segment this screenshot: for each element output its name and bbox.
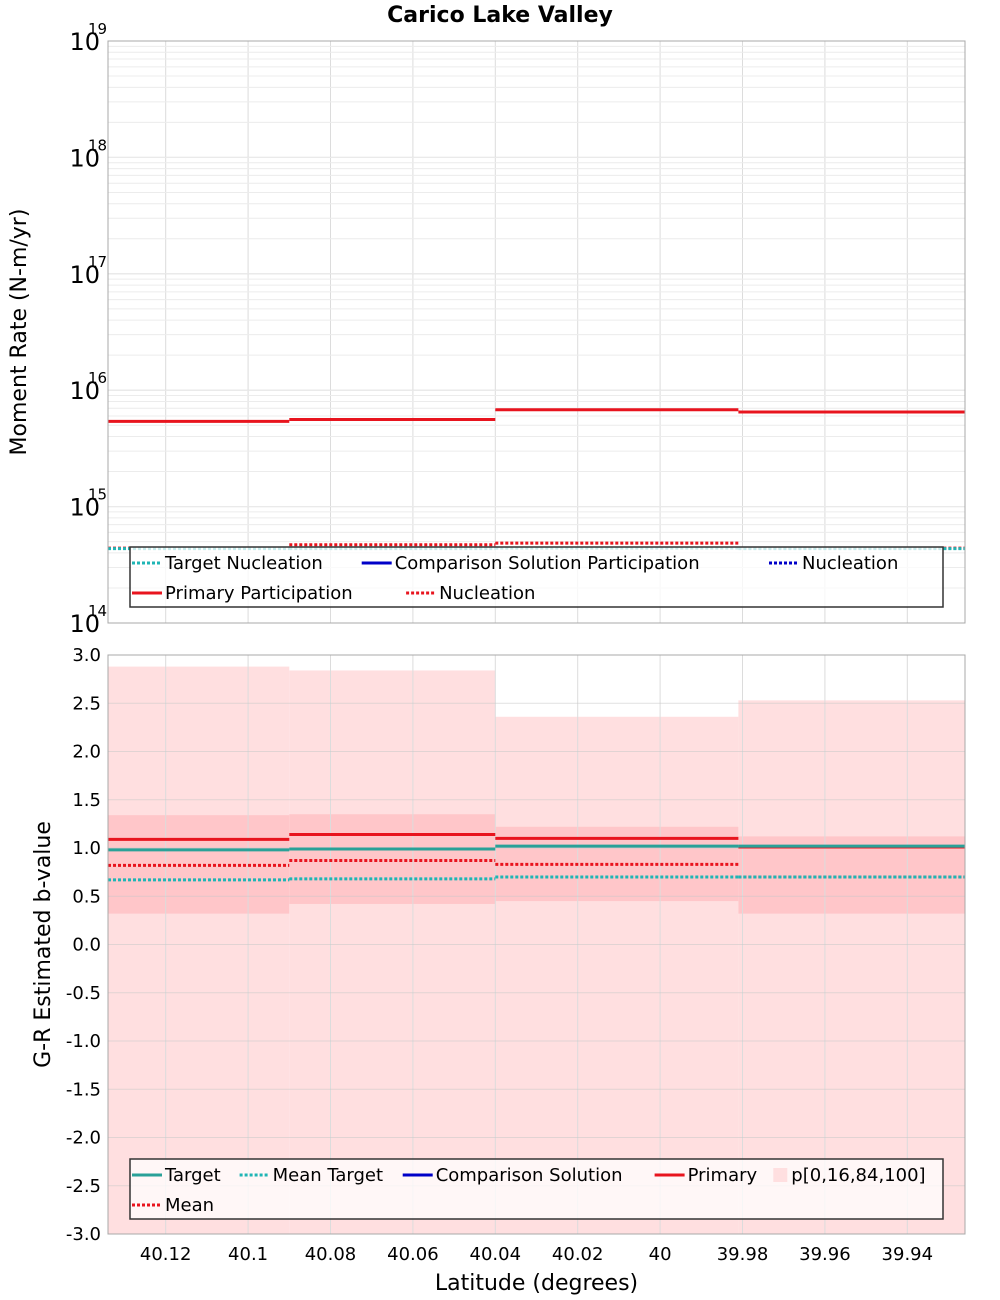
band-p16-p84 bbox=[738, 836, 965, 914]
legend-label: Nucleation bbox=[439, 583, 535, 604]
chart-title: Carico Lake Valley bbox=[387, 3, 613, 28]
b-value-percentile-bands bbox=[108, 666, 965, 1234]
legend-label: Nucleation bbox=[802, 553, 898, 574]
y-tick-label: 10 bbox=[69, 28, 100, 56]
y-tick-label: -3.0 bbox=[66, 1224, 101, 1245]
x-tick-label: 39.96 bbox=[799, 1244, 851, 1265]
x-tick-label: 40.06 bbox=[387, 1244, 439, 1265]
y-tick-exponent: 15 bbox=[88, 486, 107, 504]
y-tick-exponent: 16 bbox=[88, 369, 107, 387]
x-tick-label: 40.02 bbox=[552, 1244, 604, 1265]
y-tick-label: 1.0 bbox=[72, 838, 101, 859]
y-tick-label: 2.5 bbox=[72, 693, 101, 714]
y-tick-exponent: 14 bbox=[88, 602, 107, 620]
x-tick-label: 40 bbox=[649, 1244, 672, 1265]
x-tick-label: 40.04 bbox=[470, 1244, 522, 1265]
x-tick-label: 39.98 bbox=[717, 1244, 769, 1265]
x-tick-label: 39.94 bbox=[882, 1244, 934, 1265]
moment-rate-frame bbox=[107, 40, 966, 624]
y-tick-label: 0.5 bbox=[72, 886, 101, 907]
b-value-series bbox=[108, 832, 965, 882]
legend-label: Target bbox=[164, 1165, 221, 1186]
moment-rate-legend: Target Nucleation Comparison Solution Par… bbox=[129, 546, 944, 608]
x-tick-label: 40.12 bbox=[140, 1244, 192, 1265]
y-tick-label: 3.0 bbox=[72, 645, 101, 666]
y-tick-label: 2.0 bbox=[72, 742, 101, 763]
b-value-panel: -3.0 -2.5 -2.0 -1.5 -1.0 -0.5 0.0 0.5 1.0 1.5 2.0 2… bbox=[31, 645, 966, 1296]
y-tick-exponent: 19 bbox=[88, 20, 107, 38]
b-value-frame bbox=[107, 654, 966, 1235]
y-tick-label: -1.0 bbox=[66, 1031, 101, 1052]
legend-label: Comparison Solution bbox=[436, 1165, 623, 1186]
legend-label: Primary Participation bbox=[165, 583, 353, 604]
legend-box bbox=[129, 1158, 944, 1220]
band-p0-p100 bbox=[108, 666, 290, 1234]
moment-rate-y-axis-label: Moment Rate (N-m/yr) bbox=[7, 209, 32, 456]
y-tick-exponent: 18 bbox=[88, 136, 107, 154]
y-tick-label: 10 bbox=[69, 494, 100, 522]
latitude-x-axis-label: Latitude (degrees) bbox=[435, 1271, 638, 1296]
y-tick-label: 0.0 bbox=[72, 935, 101, 956]
b-value-legend: Target Mean Target Comparison Solution Prim… bbox=[129, 1158, 944, 1220]
y-tick-exponent: 17 bbox=[88, 253, 107, 271]
y-tick-label: 10 bbox=[69, 261, 100, 289]
y-tick-label: -2.5 bbox=[66, 1176, 101, 1197]
y-tick-label: -2.0 bbox=[66, 1128, 101, 1149]
latitude-x-ticks: 40.12 40.1 40.08 40.06 40.04 40.02 40 39.98 39.9… bbox=[140, 1244, 933, 1265]
legend-label: Comparison Solution Participation bbox=[395, 553, 700, 574]
y-tick-label: -1.5 bbox=[66, 1079, 101, 1100]
band-p0-p100 bbox=[738, 700, 965, 1234]
y-tick-label: 10 bbox=[69, 377, 100, 405]
legend-label: Mean bbox=[165, 1195, 214, 1216]
x-tick-label: 40.08 bbox=[305, 1244, 357, 1265]
band-p0-p100 bbox=[289, 670, 496, 1234]
legend-label: Primary bbox=[688, 1165, 758, 1186]
x-tick-label: 40.1 bbox=[228, 1244, 268, 1265]
b-value-y-ticks: -3.0 -2.5 -2.0 -1.5 -1.0 -0.5 0.0 0.5 1.0 1.5 2.0 2… bbox=[66, 645, 101, 1245]
b-value-y-axis-label: G-R Estimated b-value bbox=[31, 821, 56, 1068]
legend-label: Target Nucleation bbox=[164, 553, 323, 574]
y-tick-label: 10 bbox=[69, 610, 100, 638]
band-p0-p100 bbox=[495, 716, 739, 1234]
y-tick-label: 1.5 bbox=[72, 790, 101, 811]
legend-label: p[0,16,84,100] bbox=[791, 1165, 925, 1186]
moment-rate-plot-area bbox=[108, 41, 965, 623]
y-tick-label: -0.5 bbox=[66, 983, 101, 1004]
legend-box bbox=[129, 546, 944, 608]
legend-label: Mean Target bbox=[273, 1165, 383, 1186]
legend-swatch bbox=[773, 1168, 788, 1182]
y-tick-label: 10 bbox=[69, 144, 100, 172]
